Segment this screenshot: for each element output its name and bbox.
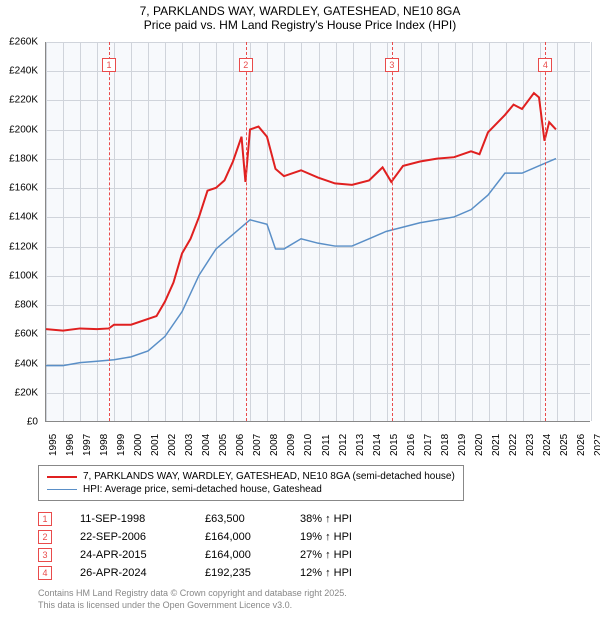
sale-marker-line	[246, 42, 247, 421]
sale-number-box: 2	[38, 530, 52, 544]
x-tick-label: 2005	[218, 434, 229, 456]
sale-marker-box: 4	[538, 58, 552, 72]
table-row: 4 26-APR-2024£192,23512% ↑ HPI	[38, 564, 410, 582]
chart-lines-svg	[46, 42, 590, 421]
legend-item: 7, PARKLANDS WAY, WARDLEY, GATESHEAD, NE…	[47, 470, 455, 483]
sale-price: £63,500	[205, 513, 300, 525]
y-tick-label: £220K	[9, 95, 38, 106]
x-tick-label: 2020	[474, 434, 485, 456]
legend-label: 7, PARKLANDS WAY, WARDLEY, GATESHEAD, NE…	[83, 471, 455, 482]
x-axis-labels: 1995 1996 1997 1998 1999 2000 2001 2002 2003 2004…	[45, 426, 590, 461]
y-tick-label: £260K	[9, 37, 38, 48]
title-block: 7, PARKLANDS WAY, WARDLEY, GATESHEAD, NE…	[0, 0, 600, 34]
sale-number-box: 3	[38, 548, 52, 562]
sale-date: 22-SEP-2006	[80, 531, 205, 543]
x-tick-label: 2022	[508, 434, 519, 456]
y-tick-label: £120K	[9, 241, 38, 252]
y-tick-label: £60K	[15, 329, 38, 340]
x-tick-label: 2027	[593, 434, 600, 456]
y-axis-labels: £0£20K£40K£60K£80K£100K£120K£140K£160K£1…	[0, 42, 42, 422]
y-tick-label: £0	[27, 417, 38, 428]
sale-number-box: 4	[38, 566, 52, 580]
footer-line1: Contains HM Land Registry data © Crown c…	[38, 588, 347, 600]
x-tick-label: 1995	[48, 434, 59, 456]
sale-marker-box: 3	[385, 58, 399, 72]
y-tick-label: £240K	[9, 66, 38, 77]
sale-number-box: 1	[38, 512, 52, 526]
table-row: 1 11-SEP-1998£63,50038% ↑ HPI	[38, 510, 410, 528]
x-tick-label: 2009	[286, 434, 297, 456]
x-tick-label: 2010	[303, 434, 314, 456]
legend-item: HPI: Average price, semi-detached house,…	[47, 483, 455, 496]
x-tick-label: 2025	[559, 434, 570, 456]
gridline-vertical	[591, 42, 592, 421]
series-line-price_paid	[46, 93, 556, 331]
table-row: 3 24-APR-2015£164,00027% ↑ HPI	[38, 546, 410, 564]
x-tick-label: 2003	[184, 434, 195, 456]
sale-marker-box: 2	[239, 58, 253, 72]
x-tick-label: 2026	[576, 434, 587, 456]
sale-marker-line	[545, 42, 546, 421]
footer-attribution: Contains HM Land Registry data © Crown c…	[38, 588, 347, 611]
x-tick-label: 2012	[338, 434, 349, 456]
x-tick-label: 2017	[423, 434, 434, 456]
x-tick-label: 2002	[167, 434, 178, 456]
title-subtitle: Price paid vs. HM Land Registry's House …	[0, 18, 600, 32]
chart-plot-area: 1 2 3 4	[45, 42, 590, 422]
sale-pct: 27% ↑ HPI	[300, 549, 410, 561]
x-tick-label: 1998	[99, 434, 110, 456]
sale-date: 11-SEP-1998	[80, 513, 205, 525]
y-tick-label: £40K	[15, 358, 38, 369]
x-tick-label: 2000	[133, 434, 144, 456]
sale-marker-box: 1	[102, 58, 116, 72]
x-tick-label: 1997	[82, 434, 93, 456]
sale-pct: 19% ↑ HPI	[300, 531, 410, 543]
sale-pct: 12% ↑ HPI	[300, 567, 410, 579]
sale-date: 26-APR-2024	[80, 567, 205, 579]
x-tick-label: 2024	[542, 434, 553, 456]
x-tick-label: 2006	[235, 434, 246, 456]
sale-price: £192,235	[205, 567, 300, 579]
sale-marker-line	[109, 42, 110, 421]
sale-date: 24-APR-2015	[80, 549, 205, 561]
x-tick-label: 2001	[150, 434, 161, 456]
x-tick-label: 2013	[355, 434, 366, 456]
y-tick-label: £100K	[9, 270, 38, 281]
y-tick-label: £80K	[15, 300, 38, 311]
chart-container: 7, PARKLANDS WAY, WARDLEY, GATESHEAD, NE…	[0, 0, 600, 620]
sale-marker-line	[392, 42, 393, 421]
y-tick-label: £140K	[9, 212, 38, 223]
series-line-hpi	[46, 159, 556, 366]
legend-label: HPI: Average price, semi-detached house,…	[83, 484, 322, 495]
sales-table: 1 11-SEP-1998£63,50038% ↑ HPI 2 22-SEP-2006…	[38, 510, 410, 582]
legend-swatch	[47, 476, 77, 478]
title-address: 7, PARKLANDS WAY, WARDLEY, GATESHEAD, NE…	[0, 4, 600, 18]
x-tick-label: 2014	[372, 434, 383, 456]
y-tick-label: £180K	[9, 153, 38, 164]
x-tick-label: 2021	[491, 434, 502, 456]
x-tick-label: 1996	[65, 434, 76, 456]
x-tick-label: 2015	[389, 434, 400, 456]
y-tick-label: £20K	[15, 387, 38, 398]
table-row: 2 22-SEP-2006£164,00019% ↑ HPI	[38, 528, 410, 546]
x-tick-label: 2018	[440, 434, 451, 456]
x-tick-label: 2016	[406, 434, 417, 456]
x-tick-label: 2007	[252, 434, 263, 456]
sale-pct: 38% ↑ HPI	[300, 513, 410, 525]
y-tick-label: £200K	[9, 124, 38, 135]
footer-line2: This data is licensed under the Open Gov…	[38, 600, 347, 612]
sale-price: £164,000	[205, 549, 300, 561]
x-tick-label: 2019	[457, 434, 468, 456]
x-tick-label: 2011	[321, 434, 332, 456]
y-tick-label: £160K	[9, 183, 38, 194]
legend-box: 7, PARKLANDS WAY, WARDLEY, GATESHEAD, NE…	[38, 465, 464, 501]
x-tick-label: 2008	[269, 434, 280, 456]
sale-price: £164,000	[205, 531, 300, 543]
x-tick-label: 2023	[525, 434, 536, 456]
x-tick-label: 2004	[201, 434, 212, 456]
x-tick-label: 1999	[116, 434, 127, 456]
legend-swatch	[47, 489, 77, 491]
